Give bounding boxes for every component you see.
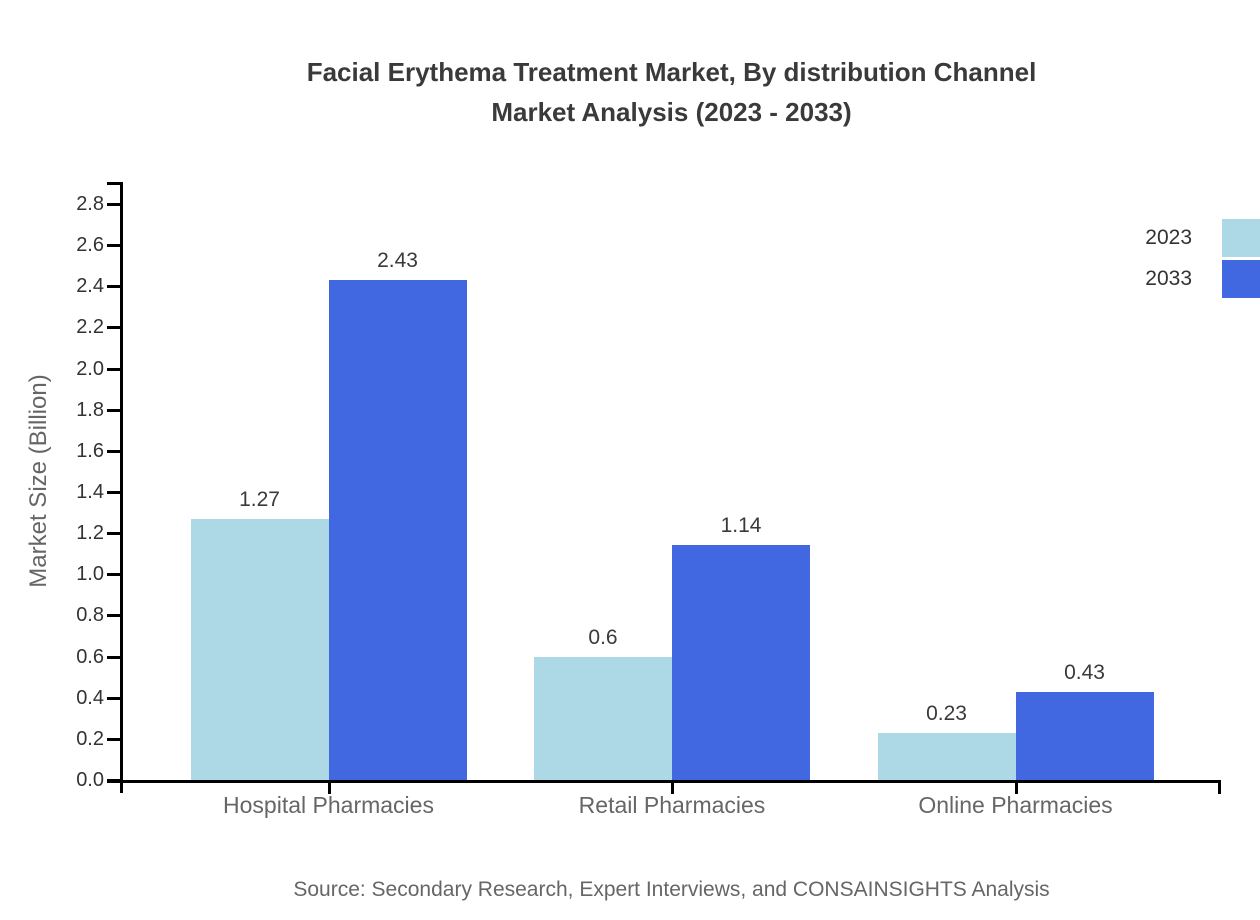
bar-value-label: 0.43 (1064, 660, 1105, 684)
y-tick (107, 491, 120, 494)
legend-label-2023: 2023 (1145, 226, 1192, 249)
bar-value-label: 1.27 (239, 487, 280, 511)
y-tick (107, 737, 120, 741)
y-tick-label: 0.0 (76, 769, 104, 791)
bar-2033-online-pharmacies (1015, 691, 1154, 780)
y-tick (107, 696, 120, 700)
x-category-label: Retail Pharmacies (578, 792, 766, 818)
bar-value-label: 0.23 (926, 701, 967, 725)
y-tick-label: 2.4 (76, 275, 104, 298)
x-axis-spine (107, 780, 1221, 783)
x-tick (327, 780, 331, 794)
y-tick-label: 1.6 (76, 439, 104, 462)
x-tick (671, 780, 674, 794)
x-tick (1014, 780, 1018, 794)
y-tick-label: 2.8 (76, 193, 104, 215)
y-tick-label: 1.0 (76, 563, 104, 586)
bar-2033-retail-pharmacies (672, 545, 810, 780)
y-tick-label: 2.0 (76, 357, 104, 380)
y-tick-label: 0.8 (76, 604, 104, 627)
y-tick-label: 1.4 (76, 481, 104, 503)
y-tick (107, 655, 120, 659)
legend: 2023 2033 (0, 219, 1260, 301)
y-tick-label: 0.2 (76, 727, 104, 750)
legend-item-2033: 2033 (0, 260, 1260, 298)
bar-value-label: 2.43 (377, 249, 418, 273)
y-tick-label: 2.6 (76, 234, 104, 257)
legend-swatch-2033 (1222, 260, 1260, 298)
y-tick-label: 0.6 (76, 645, 104, 668)
y-tick (107, 449, 120, 453)
y-tick (107, 285, 120, 289)
x-axis-end-cap (1218, 780, 1221, 794)
y-tick (107, 779, 120, 782)
bar-2023-hospital-pharmacies (190, 518, 329, 780)
y-tick (107, 573, 120, 577)
y-tick-label: 1.2 (76, 522, 104, 545)
bar-value-label: 0.6 (588, 625, 618, 649)
y-tick (107, 244, 120, 248)
y-tick-label: 2.2 (76, 316, 104, 339)
legend-label-2033: 2033 (1145, 267, 1192, 290)
bar-value-label: 1.14 (720, 514, 762, 538)
source-note: Source: Secondary Research, Expert Inter… (293, 878, 1050, 901)
bar-2033-hospital-pharmacies (328, 280, 467, 780)
y-tick (107, 367, 120, 371)
x-category-label: Online Pharmacies (918, 792, 1113, 818)
y-tick-label: 0.4 (76, 686, 104, 709)
y-tick (107, 326, 120, 330)
legend-item-2023: 2023 (0, 219, 1260, 257)
legend-swatch-2023 (1222, 219, 1260, 257)
bar-2023-retail-pharmacies (534, 656, 672, 780)
y-tick (107, 532, 120, 536)
y-tick (107, 203, 120, 206)
y-axis-top-cap (107, 182, 123, 185)
x-category-label: Hospital Pharmacies (223, 792, 434, 818)
y-axis-spine (120, 182, 123, 793)
chart-title: Facial Erythema Treatment Market, By dis… (122, 52, 1221, 132)
chart-title-line-1: Facial Erythema Treatment Market, By dis… (306, 57, 1037, 87)
chart-title-line-2: Market Analysis (2023 - 2033) (491, 97, 852, 127)
bar-2023-online-pharmacies (877, 732, 1016, 780)
y-tick (107, 614, 120, 618)
y-tick (107, 408, 120, 412)
y-tick-label: 1.8 (76, 398, 104, 421)
